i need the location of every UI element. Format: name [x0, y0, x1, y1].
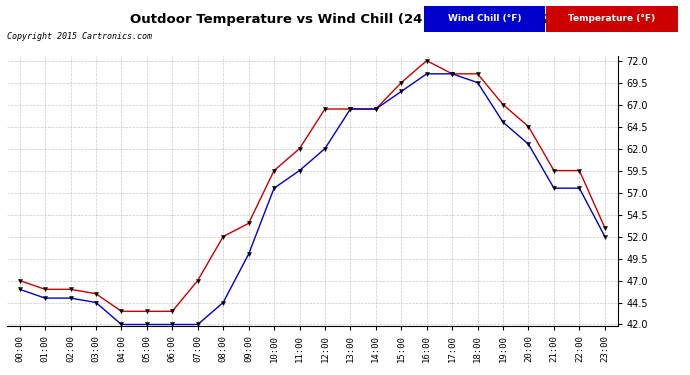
Text: Wind Chill (°F): Wind Chill (°F): [448, 14, 522, 23]
Text: Outdoor Temperature vs Wind Chill (24 Hours)  20150521: Outdoor Temperature vs Wind Chill (24 Ho…: [130, 13, 560, 26]
Text: Copyright 2015 Cartronics.com: Copyright 2015 Cartronics.com: [7, 32, 152, 41]
Text: Temperature (°F): Temperature (°F): [569, 14, 656, 23]
